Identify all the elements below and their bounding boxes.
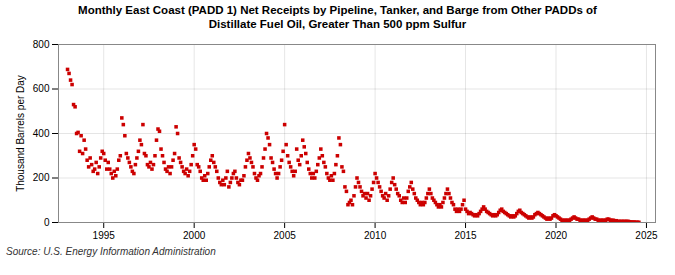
svg-text:2025: 2025 bbox=[635, 229, 658, 240]
svg-text:200: 200 bbox=[33, 172, 50, 183]
svg-text:600: 600 bbox=[33, 83, 50, 94]
svg-text:2020: 2020 bbox=[545, 229, 568, 240]
html-text:Source: U.S. Energy Informatio: Source: U.S. Energy Information Administ… bbox=[6, 245, 216, 257]
svg-text:2010: 2010 bbox=[364, 229, 387, 240]
svg-text:2000: 2000 bbox=[183, 229, 206, 240]
svg-text:1995: 1995 bbox=[93, 229, 116, 240]
html-text:Monthly East Coast (PADD 1) Ne: Monthly East Coast (PADD 1) Net Receipts… bbox=[78, 4, 597, 30]
svg-text:Thousand Barrels per Day: Thousand Barrels per Day bbox=[15, 75, 26, 192]
svg-text:800: 800 bbox=[33, 38, 50, 49]
svg-text:2015: 2015 bbox=[454, 229, 477, 240]
svg-text:2005: 2005 bbox=[274, 229, 297, 240]
svg-text:400: 400 bbox=[33, 127, 50, 138]
svg-text:0: 0 bbox=[44, 216, 50, 227]
